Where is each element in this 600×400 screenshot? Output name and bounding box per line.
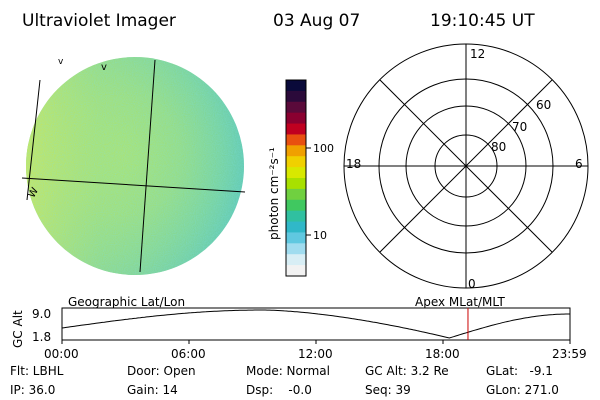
colorbar-tick-label: 100 bbox=[313, 142, 334, 155]
colorbar-swatch bbox=[286, 167, 306, 179]
mlat-label-70: 70 bbox=[512, 120, 527, 134]
edge-mark: W bbox=[27, 186, 42, 200]
date-label: 03 Aug 07 bbox=[273, 11, 360, 31]
mlt-label-6: 6 bbox=[575, 157, 583, 171]
orbit-altitude-timeline bbox=[61, 307, 571, 344]
edge-mark: v bbox=[101, 62, 107, 73]
gc-alt-info: GC Alt: 3.2 Re bbox=[365, 364, 449, 378]
gc-alt-top-value: 9.0 bbox=[32, 307, 51, 321]
colorbar-swatch bbox=[286, 210, 306, 223]
mlat-label-80: 80 bbox=[491, 140, 506, 154]
colorbar-swatch bbox=[286, 243, 306, 255]
colorbar-tick-label: 10 bbox=[313, 229, 327, 242]
colorbar-swatch bbox=[286, 90, 306, 103]
edge-mark: v bbox=[58, 57, 64, 67]
mlat-label-60: 60 bbox=[536, 98, 551, 112]
ip-info: IP: 36.0 bbox=[10, 383, 56, 397]
colorbar-unit-label: photon cm⁻²s⁻¹ bbox=[267, 147, 281, 240]
colorbar-swatch bbox=[286, 101, 306, 114]
colorbar-swatch bbox=[286, 232, 306, 244]
filter-info: Flt: LBHL bbox=[10, 364, 64, 378]
gain-info: Gain: 14 bbox=[127, 383, 178, 397]
seq-info: Seq: 39 bbox=[365, 383, 411, 397]
mlt-label-18: 18 bbox=[346, 157, 361, 171]
time-tick-label: 23:59 bbox=[552, 347, 587, 361]
lat-lon-grid-lines bbox=[21, 59, 246, 273]
colorbar-swatch bbox=[286, 134, 306, 146]
colorbar-swatch bbox=[286, 188, 306, 201]
colorbar-swatch bbox=[286, 221, 306, 234]
time-tick-label: 18:00 bbox=[425, 347, 460, 361]
orbit-altitude-curve bbox=[61, 309, 570, 339]
time-label: 19:10:45 UT bbox=[430, 11, 535, 31]
geographic-label: Geographic Lat/Lon bbox=[68, 295, 185, 309]
time-tick-label: 00:00 bbox=[44, 347, 79, 361]
glat-info: GLat: -9.1 bbox=[486, 364, 553, 378]
colorbar-swatch bbox=[286, 265, 306, 277]
colorbar: 100 10 photon cm⁻²s⁻¹ bbox=[267, 79, 334, 277]
instrument-title: Ultraviolet Imager bbox=[22, 11, 176, 31]
colorbar-swatch bbox=[286, 178, 306, 190]
dsp-info: Dsp: -0.0 bbox=[246, 383, 312, 397]
time-tick-label: 12:00 bbox=[298, 347, 333, 361]
colorbar-swatch bbox=[286, 145, 306, 157]
gc-alt-bottom-value: 1.8 bbox=[32, 330, 51, 344]
door-info: Door: Open bbox=[127, 364, 196, 378]
colorbar-swatch bbox=[286, 199, 306, 212]
time-tick-label: 06:00 bbox=[171, 347, 206, 361]
uv-image-disk: v v W bbox=[21, 57, 246, 275]
colorbar-swatch bbox=[286, 80, 306, 92]
colorbar-swatch bbox=[286, 254, 306, 266]
polar-mlat-mlt-plot bbox=[343, 43, 589, 289]
colorbar-swatch bbox=[286, 156, 306, 168]
gc-alt-axis-label: GC Alt bbox=[11, 310, 25, 348]
apex-label: Apex MLat/MLT bbox=[415, 295, 505, 309]
glon-info: GLon: 271.0 bbox=[486, 383, 559, 397]
mode-info: Mode: Normal bbox=[246, 364, 330, 378]
colorbar-swatch bbox=[286, 123, 306, 136]
colorbar-swatch bbox=[286, 112, 306, 125]
mlt-label-12: 12 bbox=[470, 47, 485, 61]
mlt-label-0: 0 bbox=[468, 277, 476, 291]
